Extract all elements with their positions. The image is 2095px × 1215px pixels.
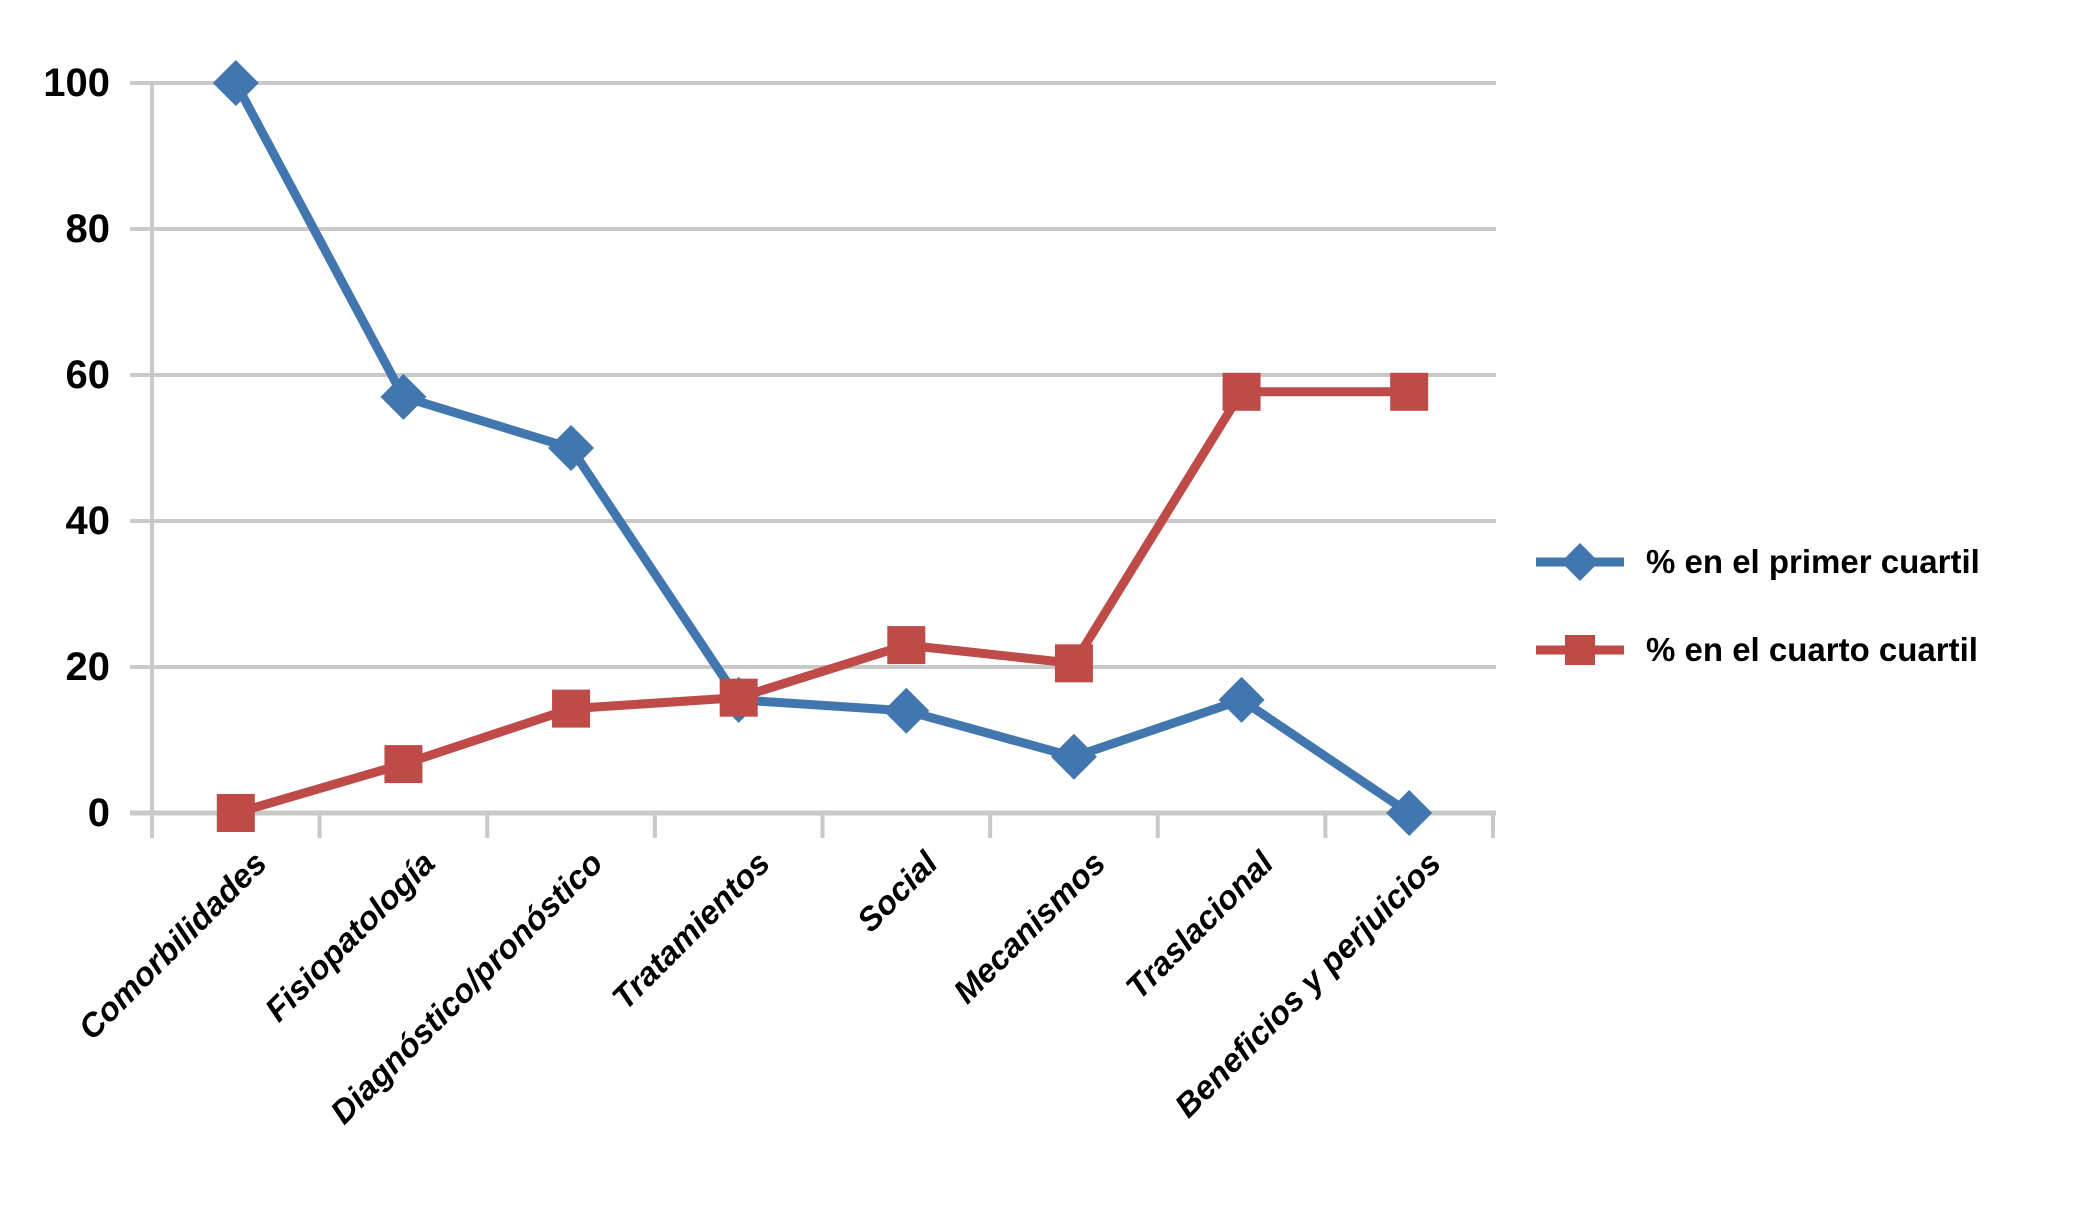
diamond-marker (883, 687, 930, 734)
y-axis-label: 0 (87, 791, 110, 835)
legend: % en el primer cuartil % en el cuarto cua… (1536, 539, 1980, 673)
series-line-cuarto-cuartil (231, 387, 1414, 818)
y-axis-label: 60 (65, 353, 111, 397)
square-marker (887, 626, 926, 665)
square-marker (1222, 372, 1261, 411)
square-marker (384, 745, 423, 784)
square-marker (216, 794, 255, 832)
series-line-primer-cuartil (231, 78, 1414, 818)
legend-diamond-marker-icon (1536, 543, 1624, 581)
legend-item: % en el cuarto cuartil (1536, 627, 1980, 673)
square-marker (719, 678, 758, 717)
diamond-marker (212, 60, 259, 106)
y-axis-label: 100 (43, 61, 110, 105)
y-axis-label: 20 (65, 645, 111, 689)
diamond-marker (1050, 733, 1097, 780)
square-marker (1390, 372, 1429, 411)
legend-square-marker-icon (1536, 635, 1624, 665)
square-marker (1054, 644, 1093, 683)
diamond-marker (1386, 790, 1433, 836)
square-marker (552, 689, 591, 728)
diamond-marker (1218, 676, 1265, 723)
diamond-marker (380, 373, 427, 420)
legend-label: % en el primer cuartil (1646, 543, 1980, 580)
diamond-marker (548, 425, 595, 471)
legend-item: % en el primer cuartil (1536, 539, 1980, 585)
y-axis-label: 80 (65, 207, 111, 251)
y-axis-label: 40 (65, 499, 111, 543)
legend-label: % en el cuarto cuartil (1646, 631, 1978, 668)
